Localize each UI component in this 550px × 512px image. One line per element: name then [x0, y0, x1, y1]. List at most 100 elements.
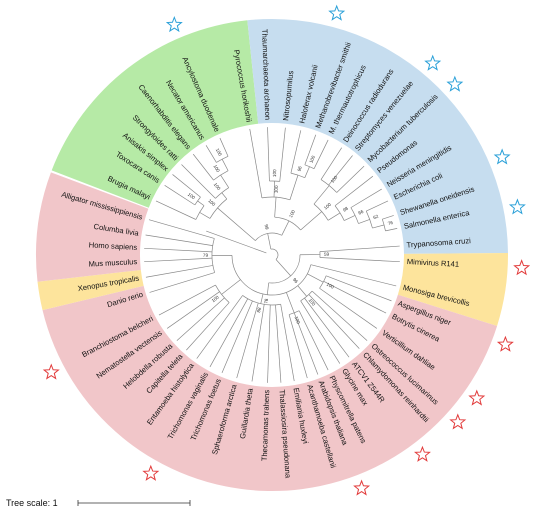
branch-arc [313, 203, 329, 221]
clade-yellow-top [397, 252, 509, 326]
branch-line [267, 304, 271, 383]
branch-line [280, 304, 295, 382]
bootstrap-value: 100 [288, 209, 296, 218]
branch-arc [213, 170, 229, 181]
branch-line [319, 257, 400, 263]
branch-line [197, 200, 205, 206]
branch-line [290, 130, 302, 174]
branch-line [217, 207, 256, 241]
branch-arc [365, 210, 373, 229]
branch-line [196, 295, 243, 359]
clade-bands [36, 18, 509, 492]
branch-line [323, 281, 387, 314]
branch-line [149, 272, 215, 293]
branch-line [366, 200, 389, 212]
branch-line [181, 164, 216, 199]
branch-line [297, 285, 307, 297]
branch-line [199, 212, 211, 219]
bootstrap-value: 98 [342, 206, 349, 213]
branch-arc [304, 164, 315, 170]
branch-line [266, 282, 270, 295]
bootstrap-value: 100 [215, 148, 223, 158]
clade-pink-right [42, 285, 498, 492]
branch-line [267, 127, 270, 182]
bootstrap-value: 100 [326, 282, 336, 290]
branch-line [336, 165, 365, 193]
branch-line [319, 245, 400, 253]
branch-line [155, 200, 197, 220]
star-marker [468, 389, 486, 406]
leaf-label: Mimivirus R141 [407, 257, 460, 269]
branch-line [144, 257, 213, 263]
branch-line [221, 192, 228, 200]
branch-line [275, 259, 291, 277]
branch-line [273, 181, 275, 198]
branch-arc [274, 216, 301, 231]
branch-line [328, 155, 353, 186]
clade-green [51, 20, 259, 208]
branch-line [327, 212, 341, 221]
bootstrap-value: 100 [274, 185, 280, 193]
bootstrap-value: 76 [387, 220, 394, 226]
branch-line [304, 134, 317, 165]
branch-line [293, 312, 319, 375]
branch-arc [195, 205, 205, 220]
bootstrap-value: 100 [187, 192, 196, 201]
tree-scale-label: Tree scale: 1 [6, 498, 58, 508]
branch-arc [270, 248, 279, 260]
branch-arc [209, 198, 228, 219]
bootstrap-value: 100 [213, 182, 222, 191]
branch-line [260, 293, 264, 304]
branch-line [320, 147, 343, 180]
branch-arc [268, 254, 301, 284]
bootstrap-value: 99 [264, 224, 270, 230]
branch-line [274, 197, 277, 218]
branch-line [166, 291, 220, 329]
root-branch [206, 230, 267, 254]
branch-line [300, 211, 322, 231]
branch-line [385, 228, 398, 232]
branch-line [350, 188, 382, 208]
bootstrap-value: 100 [207, 198, 216, 207]
branch-line [192, 153, 214, 181]
branch-line [300, 300, 341, 364]
branch-line [288, 314, 308, 379]
branch-line [313, 139, 329, 169]
branch-line [358, 219, 370, 224]
branch-arc [211, 238, 215, 273]
branch-line [326, 275, 392, 302]
bootstrap-value: 100 [308, 298, 317, 307]
bootstrap-value: 100 [211, 294, 220, 303]
star-marker [424, 54, 442, 71]
branch-line [236, 302, 259, 379]
branch-line [319, 287, 378, 329]
branch-line [286, 292, 295, 314]
branch-arc [255, 232, 282, 241]
bootstrap-value: 59 [324, 252, 330, 257]
clade-pink-left [36, 172, 149, 282]
branch-line [144, 247, 213, 253]
branch-line [281, 220, 290, 236]
branch-line [221, 159, 229, 171]
branch-arc [194, 196, 201, 206]
star-markers [42, 4, 531, 496]
bootstrap-value: 100 [212, 164, 221, 174]
branch-arc [334, 205, 345, 221]
branch-line [220, 174, 230, 188]
branch-line [307, 273, 324, 283]
branch-line [304, 166, 310, 178]
bootstrap-value: 100 [272, 169, 277, 177]
branch-line [275, 304, 282, 383]
branch-line [219, 137, 229, 157]
branch-line [334, 175, 374, 207]
branch-arc [319, 275, 327, 289]
branch-line [209, 298, 249, 368]
star-marker [513, 259, 531, 276]
branch-line [308, 294, 360, 349]
branch-arc [242, 295, 281, 306]
branch-arc [320, 179, 337, 193]
branch-arc [300, 290, 313, 302]
bootstrap-value: 79 [203, 253, 209, 258]
